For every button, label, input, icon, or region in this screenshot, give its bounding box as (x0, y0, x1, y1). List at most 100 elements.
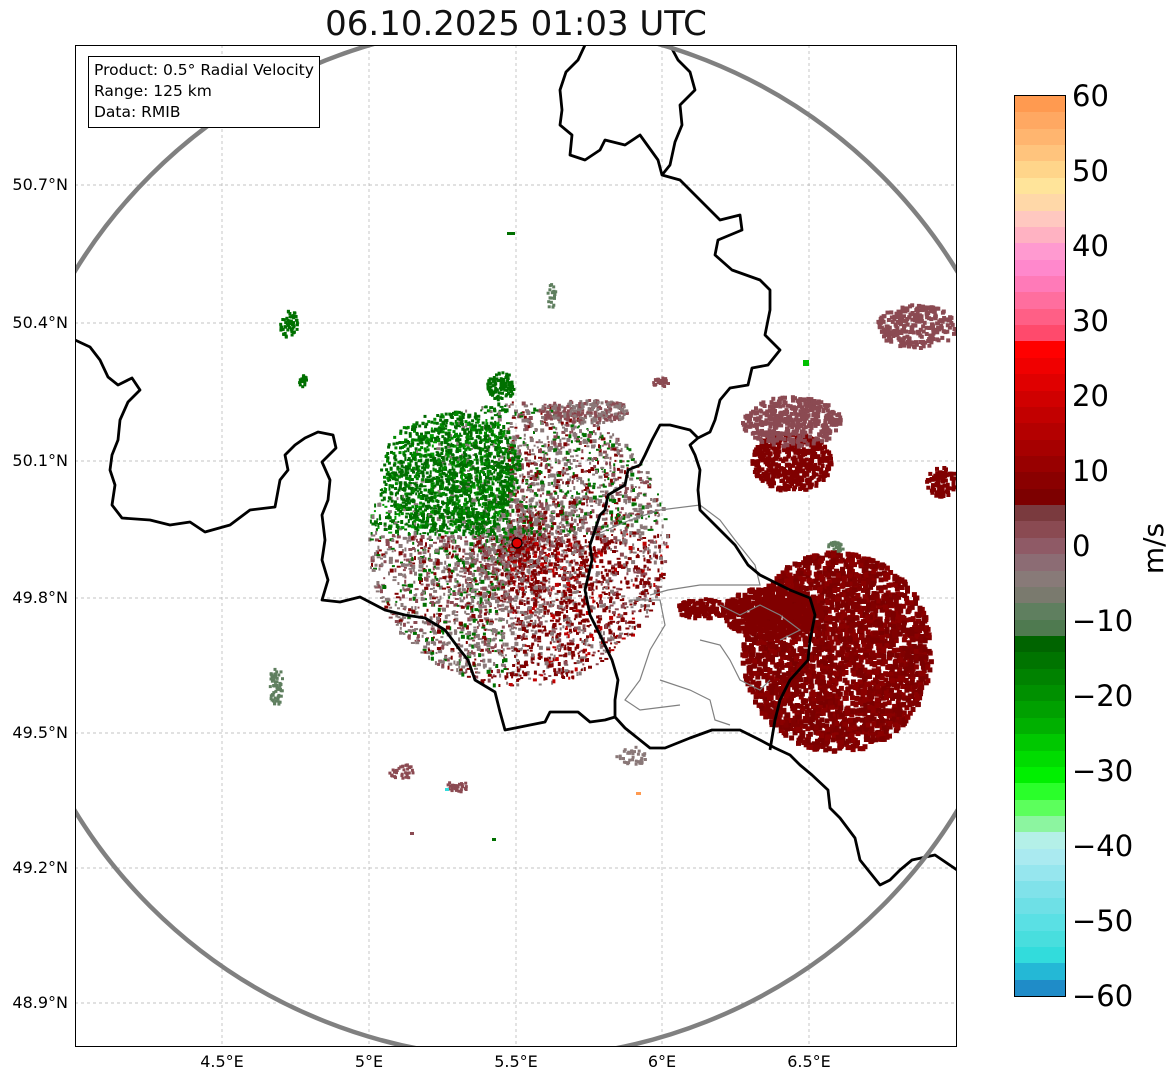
echo-pixel (388, 559, 393, 564)
echo-pixel (424, 494, 429, 498)
echo-pixel (416, 634, 420, 639)
echo-pixel (578, 507, 581, 510)
echo-pixel (570, 622, 574, 626)
echo-pixel (446, 658, 450, 662)
echo-pixel (451, 502, 454, 506)
echo-pixel (442, 659, 445, 664)
echo-pixel (513, 489, 517, 492)
echo-pixel (653, 535, 657, 539)
echo-pixel (657, 533, 660, 538)
echo-pixel (530, 522, 534, 527)
echo-pixel (605, 453, 609, 457)
echo-pixel (553, 478, 557, 483)
echo-pixel (538, 570, 542, 574)
echo-pixel (595, 530, 598, 535)
echo-pixel (454, 578, 457, 582)
echo-pixel (446, 453, 450, 458)
echo-pixel (521, 473, 524, 477)
echo-pixel (381, 488, 384, 492)
echo-pixel (543, 521, 546, 525)
echo-pixel (656, 589, 660, 593)
echo-pixel (619, 541, 623, 544)
echo-pixel (592, 651, 596, 654)
echo-pixel (665, 545, 669, 549)
echo-pixel (464, 578, 467, 583)
echo-pixel (422, 485, 427, 488)
echo-pixel (580, 566, 584, 570)
echo-pixel (509, 426, 514, 428)
echo-pixel (424, 480, 429, 483)
echo-pixel (477, 620, 479, 624)
echo-pixel (529, 436, 533, 439)
echo-pixel (529, 438, 534, 443)
echo-pixel (502, 425, 506, 429)
echo-pixel (524, 515, 529, 518)
echo-pixel (511, 440, 515, 443)
echo-pixel (509, 603, 512, 608)
echo-pixel (429, 434, 434, 439)
echo-pixel (616, 557, 621, 560)
echo-pixel (572, 459, 576, 462)
echo-pixel (617, 514, 621, 517)
echo-pixel (457, 589, 461, 594)
echo-pixel (418, 569, 422, 572)
echo-pixel (613, 520, 618, 525)
echo-pixel (480, 530, 485, 535)
echo-pixel (524, 426, 529, 431)
echo-pixel (398, 544, 403, 548)
echo-pixel (506, 681, 509, 685)
echo-pixel (633, 460, 637, 464)
echo-pixel (423, 545, 427, 548)
echo-pixel (488, 608, 492, 613)
echo-pixel (504, 572, 508, 577)
echo-pixel (433, 528, 438, 532)
echo-pixel (578, 671, 582, 676)
echo-pixel (569, 418, 573, 423)
echo-pixel (437, 489, 441, 494)
echo-pixel (458, 507, 461, 512)
echo-pixel (456, 668, 459, 673)
echo-pixel (663, 543, 667, 546)
echo-pixel (620, 531, 623, 535)
echo-pixel (459, 657, 462, 662)
echo-pixel (599, 525, 603, 530)
echo-pixel (504, 527, 507, 532)
echo-pixel (471, 578, 473, 582)
echo-pixel (412, 547, 415, 550)
echo-pixel (523, 602, 526, 606)
echo-pixel (593, 457, 598, 460)
echo-pixel (599, 436, 603, 439)
echo-pixel (640, 572, 645, 577)
echo-pixel (477, 615, 482, 619)
echo-pixel (564, 615, 569, 619)
echo-pixel (616, 616, 621, 619)
echo-pixel (486, 453, 489, 455)
echo-pixel (404, 537, 408, 540)
echo-pixel (602, 608, 607, 613)
echo-pixel (485, 595, 488, 598)
echo-pixel (507, 450, 510, 453)
echo-pixel (402, 499, 407, 502)
echo-pixel (581, 449, 584, 454)
echo-pixel (370, 532, 373, 535)
echo-pixel (611, 611, 616, 615)
echo-pixel (443, 566, 446, 570)
echo-pixel (525, 624, 529, 628)
echo-pixel (496, 472, 500, 477)
echo-pixel (546, 435, 549, 440)
echo-pixel (592, 482, 596, 485)
echo-pixel (550, 527, 554, 531)
echo-pixel (444, 454, 449, 457)
echo-pixel (442, 542, 447, 547)
echo-pixel (609, 599, 612, 604)
echo-pixel (533, 477, 538, 481)
echo-pixel (533, 637, 537, 642)
echo-pixel (517, 523, 519, 526)
echo-pixel (521, 496, 526, 500)
echo-pixel (457, 559, 462, 562)
echo-pixel (518, 548, 522, 551)
echo-pixel (504, 592, 508, 596)
echo-pixel (636, 567, 641, 570)
echo-pixel (484, 569, 487, 571)
echo-pixel (504, 642, 509, 647)
